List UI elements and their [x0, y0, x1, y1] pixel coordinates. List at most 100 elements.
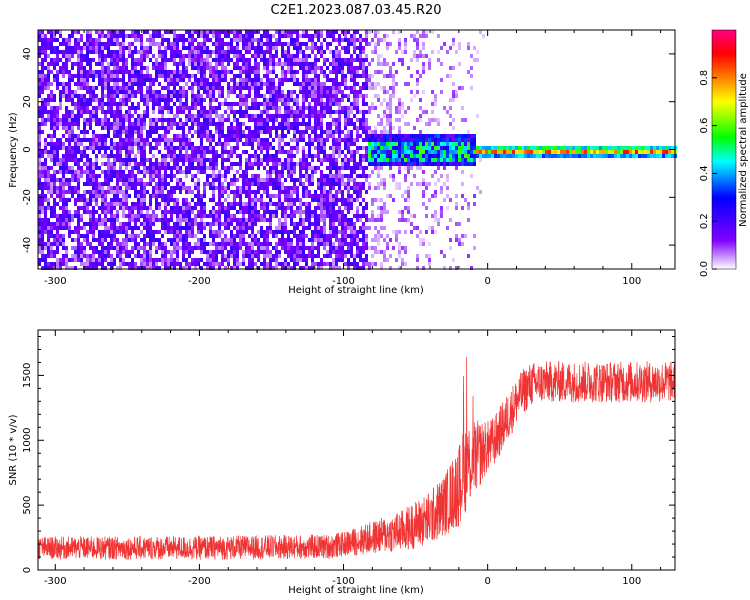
- heatmap-cell: [158, 174, 161, 178]
- heatmap-cell: [179, 106, 182, 110]
- heatmap-cell: [365, 226, 368, 230]
- heatmap-cell: [200, 150, 203, 154]
- heatmap-cell: [89, 262, 92, 266]
- heatmap-cell: [173, 162, 176, 166]
- heatmap-cell: [170, 254, 173, 258]
- heatmap-cell: [149, 158, 152, 162]
- heatmap-cell: [338, 230, 341, 234]
- heatmap-cell: [47, 222, 50, 226]
- heatmap-cell: [107, 126, 110, 130]
- heatmap-cell: [128, 90, 131, 94]
- heatmap-cell: [77, 134, 80, 138]
- heatmap-cell: [308, 62, 311, 66]
- heatmap-cell: [104, 146, 107, 150]
- heatmap-cell: [185, 118, 188, 122]
- heatmap-cell: [233, 82, 236, 86]
- heatmap-cell: [344, 182, 347, 186]
- heatmap-cell: [173, 50, 176, 54]
- heatmap-cell: [230, 230, 233, 234]
- heatmap-cell: [89, 202, 92, 206]
- heatmap-cell: [320, 242, 323, 246]
- heatmap-cell: [335, 70, 338, 74]
- heatmap-cell: [104, 234, 107, 238]
- heatmap-cell: [275, 102, 278, 106]
- heatmap-cell: [164, 226, 167, 230]
- heatmap-cell: [71, 46, 74, 50]
- heatmap-cell: [248, 118, 251, 122]
- heatmap-cell: [62, 126, 65, 130]
- heatmap-cell: [206, 58, 209, 62]
- heatmap-cell: [125, 146, 128, 150]
- heatmap-cell: [179, 102, 182, 106]
- heatmap-cell: [353, 38, 356, 42]
- heatmap-cell: [56, 266, 59, 270]
- heatmap-cell: [119, 34, 122, 38]
- heatmap-cell: [170, 70, 173, 74]
- heatmap-cell: [71, 166, 74, 170]
- heatmap-cell: [269, 262, 272, 266]
- heatmap-cell: [356, 118, 359, 122]
- heatmap-cell: [305, 58, 308, 62]
- heatmap-cell: [92, 138, 95, 142]
- heatmap-cell: [83, 98, 86, 102]
- heatmap-cell: [116, 186, 119, 190]
- heatmap-cell: [203, 126, 206, 130]
- heatmap-cell: [77, 138, 80, 142]
- heatmap-cell: [146, 66, 149, 70]
- heatmap-cell: [50, 158, 53, 162]
- heatmap-cell: [47, 246, 50, 250]
- heatmap-cell: [200, 86, 203, 90]
- heatmap-cell: [170, 226, 173, 230]
- heatmap-cell: [110, 90, 113, 94]
- heatmap-cell: [65, 98, 68, 102]
- heatmap-cell: [44, 266, 47, 270]
- heatmap-cell: [185, 122, 188, 126]
- heatmap-cell: [329, 130, 332, 134]
- heatmap-cell: [143, 118, 146, 122]
- heatmap-cell: [248, 162, 251, 166]
- heatmap-cell: [233, 34, 236, 38]
- heatmap-cell: [197, 66, 200, 70]
- heatmap-cell: [257, 250, 260, 254]
- heatmap-cell: [296, 142, 299, 146]
- heatmap-cell: [239, 130, 242, 134]
- heatmap-cell: [338, 110, 341, 114]
- heatmap-cell: [215, 30, 218, 34]
- heatmap-cell: [224, 210, 227, 214]
- heatmap-cell: [278, 110, 281, 114]
- heatmap-cell: [44, 254, 47, 258]
- heatmap-cell: [254, 70, 257, 74]
- heatmap-cell: [263, 122, 266, 126]
- heatmap-cell: [185, 154, 188, 158]
- heatmap-cell: [170, 194, 173, 198]
- heatmap-cell: [329, 102, 332, 106]
- heatmap-cell: [266, 246, 269, 250]
- heatmap-cell: [98, 166, 101, 170]
- heatmap-cell: [167, 210, 170, 214]
- heatmap-cell: [215, 154, 218, 158]
- heatmap-cell: [233, 262, 236, 266]
- heatmap-cell: [359, 230, 362, 234]
- heatmap-cell: [290, 222, 293, 226]
- heatmap-cell: [305, 94, 308, 98]
- heatmap-cell: [341, 190, 344, 194]
- heatmap-cell: [248, 182, 251, 186]
- heatmap-cell: [191, 162, 194, 166]
- heatmap-cell: [350, 222, 353, 226]
- heatmap-cell: [209, 138, 212, 142]
- heatmap-cell: [194, 62, 197, 66]
- heatmap-cell: [101, 110, 104, 114]
- heatmap-cell: [119, 174, 122, 178]
- heatmap-cell: [200, 214, 203, 218]
- heatmap-cell: [197, 154, 200, 158]
- heatmap-cell: [158, 194, 161, 198]
- heatmap-cell: [344, 126, 347, 130]
- heatmap-cell: [92, 42, 95, 46]
- heatmap-cell: [233, 134, 236, 138]
- heatmap-cell: [128, 178, 131, 182]
- heatmap-cell: [113, 82, 116, 86]
- heatmap-cell: [356, 254, 359, 258]
- heatmap-cell: [110, 106, 113, 110]
- heatmap-cell: [140, 238, 143, 242]
- heatmap-cell: [107, 62, 110, 66]
